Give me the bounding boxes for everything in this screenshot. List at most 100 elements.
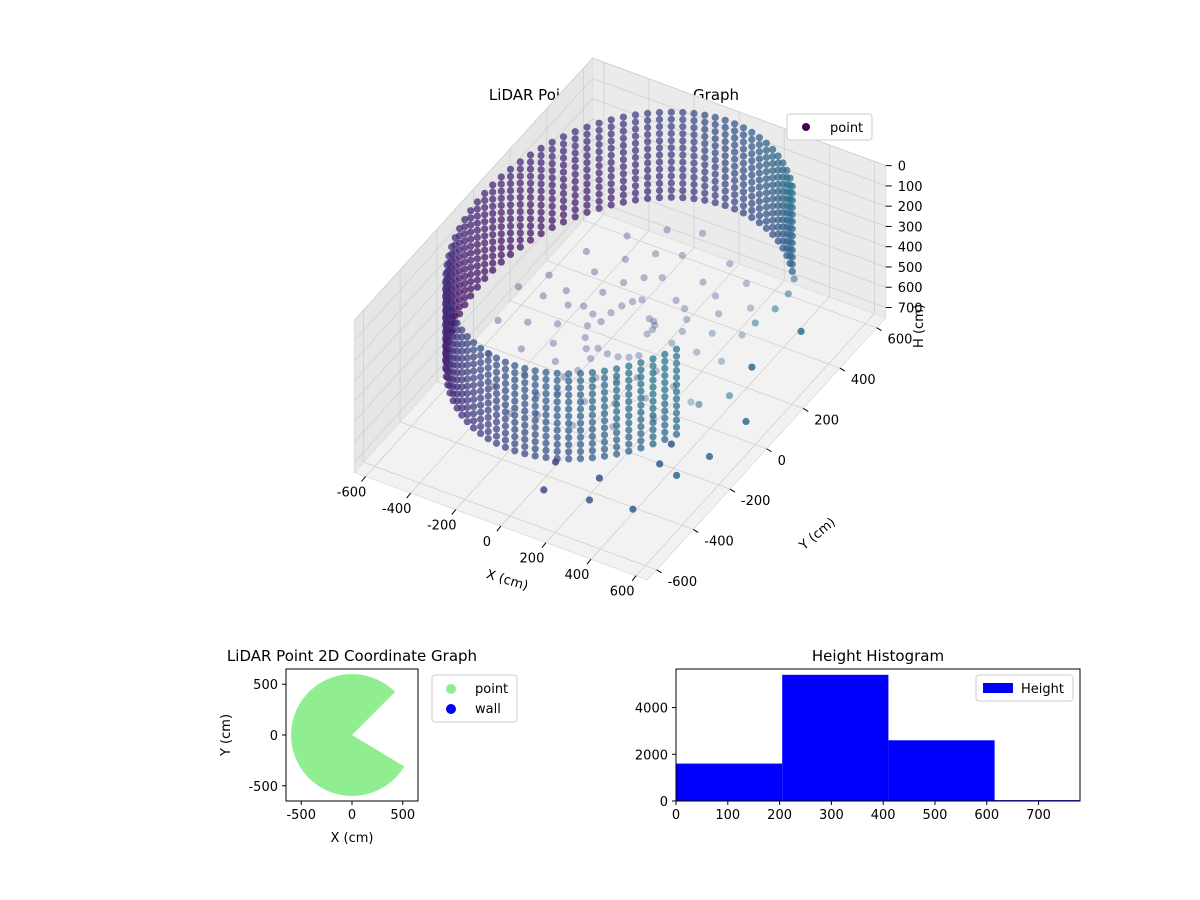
point-marker: [537, 230, 545, 238]
point-marker: [788, 246, 796, 254]
point-marker: [526, 229, 535, 237]
point-marker: [516, 193, 524, 201]
point-marker: [701, 147, 709, 155]
point-marker: [683, 315, 691, 324]
point-marker: [600, 445, 609, 453]
point-marker: [463, 411, 471, 419]
point-marker: [562, 287, 570, 295]
z-tick-label-3d: 0: [898, 160, 906, 175]
point-marker: [531, 423, 539, 432]
point-marker: [526, 222, 535, 230]
point-marker: [769, 202, 777, 210]
point-marker: [679, 137, 687, 145]
point-marker: [542, 446, 550, 454]
point-marker: [492, 375, 501, 383]
point-marker: [655, 179, 664, 187]
point-marker: [748, 164, 756, 172]
x-tick-label-hist: 500: [923, 808, 948, 823]
point-marker: [631, 118, 640, 126]
point-marker: [613, 372, 621, 380]
point-marker: [542, 439, 550, 447]
point-marker: [595, 169, 603, 177]
point-marker: [711, 170, 719, 178]
point-marker: [470, 410, 478, 418]
point-marker: [582, 247, 591, 256]
point-marker: [453, 397, 461, 405]
point-marker: [790, 275, 798, 283]
point-marker: [489, 195, 497, 203]
point-marker: [607, 130, 615, 138]
point-marker: [521, 400, 529, 408]
point-marker: [690, 159, 698, 167]
point-marker: [655, 123, 664, 131]
point-marker: [613, 436, 621, 444]
legend-marker-wall-2d: [446, 704, 456, 714]
point-marker: [588, 432, 597, 440]
point-marker: [470, 403, 478, 411]
point-marker: [625, 426, 633, 434]
point-marker: [497, 251, 505, 259]
point-marker: [661, 421, 669, 429]
point-marker: [701, 118, 709, 126]
point-marker: [521, 372, 529, 380]
point-marker: [511, 397, 519, 405]
point-marker: [516, 229, 524, 237]
point-marker: [625, 398, 633, 406]
point-marker: [470, 339, 478, 347]
point-marker: [631, 168, 640, 176]
point-marker: [629, 505, 637, 513]
point-marker: [672, 359, 681, 367]
point-marker: [774, 187, 782, 195]
histogram-bar: [782, 674, 889, 801]
chart-title-2d: LiDAR Point 2D Coordinate Graph: [227, 647, 477, 665]
point-marker: [506, 201, 515, 209]
point-marker: [701, 111, 709, 119]
point-marker: [618, 302, 626, 310]
point-marker: [588, 425, 597, 433]
y-tick-label-3d: -600: [668, 575, 698, 590]
point-marker: [649, 397, 657, 405]
gridline-y: [436, 229, 731, 490]
y-tick-mark-3d: [692, 529, 699, 533]
point-marker: [453, 369, 461, 377]
point-marker: [701, 140, 709, 148]
point-marker: [625, 433, 633, 441]
point-marker: [774, 223, 782, 231]
point-marker: [731, 184, 739, 192]
point-marker: [788, 267, 796, 275]
point-marker: [637, 444, 645, 452]
point-marker: [600, 388, 609, 396]
point-marker: [788, 225, 796, 233]
point-marker: [461, 216, 469, 224]
point-marker: [549, 339, 557, 347]
point-marker: [583, 187, 591, 195]
point-marker: [644, 187, 652, 195]
point-marker: [511, 411, 519, 419]
point-marker: [571, 135, 579, 143]
legend-box-hist: [975, 674, 1074, 702]
x-axis-label-3d: X (cm): [484, 567, 530, 594]
point-marker: [625, 440, 633, 448]
point-marker: [463, 361, 471, 369]
point-marker: [473, 226, 481, 234]
point-marker: [537, 208, 545, 216]
point-marker: [672, 430, 681, 438]
z-tick-label-3d: 700: [898, 302, 923, 317]
point-marker: [693, 348, 701, 356]
point-marker: [649, 426, 657, 434]
point-marker: [501, 415, 509, 423]
point-marker: [559, 197, 568, 205]
point-marker: [484, 428, 492, 436]
point-marker: [489, 259, 497, 267]
point-marker: [551, 357, 560, 365]
point-marker: [600, 381, 609, 389]
point-marker: [648, 326, 657, 334]
point-marker: [655, 115, 664, 124]
point-marker: [788, 239, 796, 247]
point-marker: [672, 388, 681, 396]
point-marker: [613, 393, 621, 401]
point-marker: [649, 419, 657, 427]
gridline-y: [583, 68, 877, 329]
point-marker: [769, 195, 777, 203]
point-marker: [453, 319, 461, 327]
